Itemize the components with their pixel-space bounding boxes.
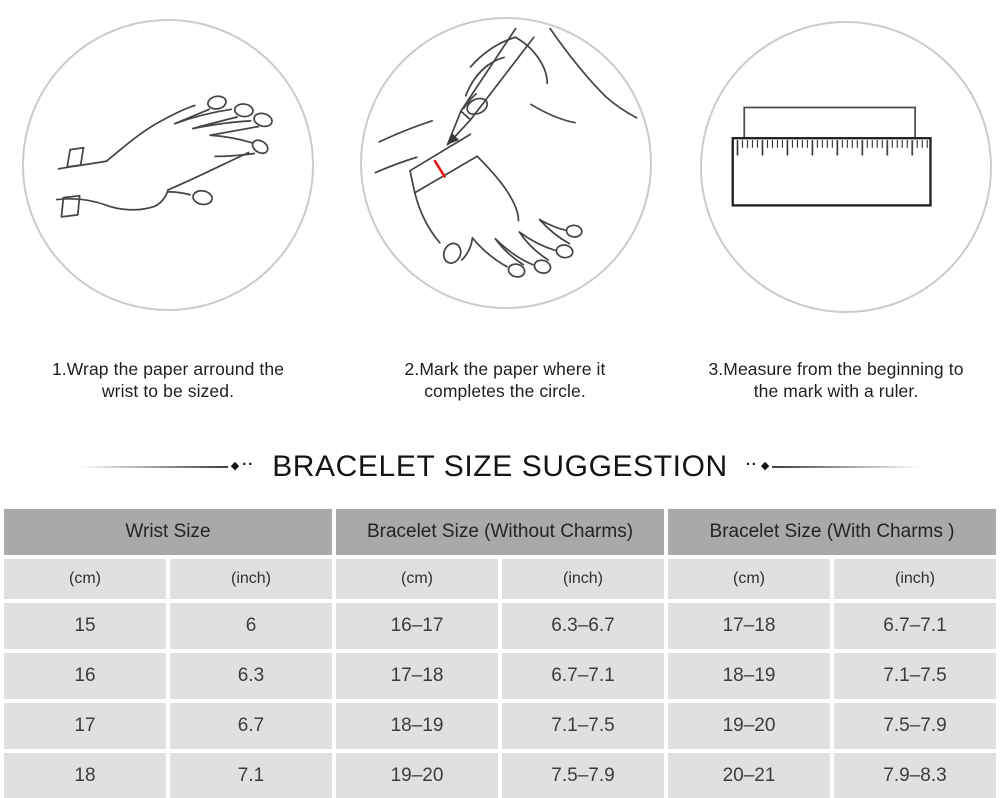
table-cell: 17–18 (336, 653, 498, 699)
unit-header: (cm) (4, 559, 166, 599)
table-cell: 7.5–7.9 (502, 753, 664, 798)
table-cell: 17–18 (668, 603, 830, 649)
ornament-dots: ·· (242, 455, 255, 473)
table-cell: 6.7–7.1 (834, 603, 996, 649)
table-cell: 16 (4, 653, 166, 699)
table-cell: 7.9–8.3 (834, 753, 996, 798)
table-group-header-row: Wrist Size Bracelet Size (Without Charms… (4, 509, 996, 555)
bracelet-size-table: Wrist Size Bracelet Size (Without Charms… (0, 505, 1000, 798)
diamond-icon: ◆ (230, 459, 240, 472)
table-cell: 7.1 (170, 753, 332, 798)
table-cell: 6.3–6.7 (502, 603, 664, 649)
step-2-caption: 2.Mark the paper where it completes the … (404, 358, 606, 401)
pen-marking-wrist-icon (374, 27, 638, 278)
col-group-with-charms: Bracelet Size (With Charms ) (668, 509, 996, 555)
step-1-caption: 1.Wrap the paper arround the wrist to be… (51, 358, 285, 401)
table-row: 15 6 16–17 6.3–6.7 17–18 6.7–7.1 (4, 603, 996, 649)
table-cell: 18 (4, 753, 166, 798)
unit-header: (inch) (834, 559, 996, 599)
ornament-line (772, 466, 921, 468)
col-group-wrist-size: Wrist Size (4, 509, 332, 555)
step-1-circle (22, 19, 314, 311)
table-cell: 6.7 (170, 703, 332, 749)
table-cell: 17 (4, 703, 166, 749)
table-cell: 19–20 (336, 753, 498, 798)
page-title: BRACELET SIZE SUGGESTION (272, 450, 728, 483)
table-cell: 7.1–7.5 (502, 703, 664, 749)
table-cell: 15 (4, 603, 166, 649)
ruler-icon (731, 106, 932, 207)
unit-header: (inch) (170, 559, 332, 599)
step-3-caption: 3.Measure from the beginning to the mark… (708, 358, 964, 401)
table-row: 17 6.7 18–19 7.1–7.5 19–20 7.5–7.9 (4, 703, 996, 749)
table-cell: 7.5–7.9 (834, 703, 996, 749)
unit-header: (cm) (668, 559, 830, 599)
step-2-circle (360, 17, 652, 309)
table-row: 16 6.3 17–18 6.7–7.1 18–19 7.1–7.5 (4, 653, 996, 699)
table-cell: 6.7–7.1 (502, 653, 664, 699)
table-cell: 19–20 (668, 703, 830, 749)
table-cell: 6.3 (170, 653, 332, 699)
col-group-without-charms: Bracelet Size (Without Charms) (336, 509, 664, 555)
divider-ornament-left: ◆ ·· (79, 455, 255, 475)
table-cell: 16–17 (336, 603, 498, 649)
unit-header: (cm) (336, 559, 498, 599)
table-cell: 18–19 (668, 653, 830, 699)
hand-with-paper-strip-icon (55, 95, 273, 218)
section-title-row: ◆ ·· BRACELET SIZE SUGGESTION ·· ◆ (0, 443, 1000, 491)
table-row: 18 7.1 19–20 7.5–7.9 20–21 7.9–8.3 (4, 753, 996, 798)
table-cell: 18–19 (336, 703, 498, 749)
ornament-line (79, 466, 228, 468)
unit-header: (inch) (502, 559, 664, 599)
table-cell: 20–21 (668, 753, 830, 798)
table-unit-header-row: (cm) (inch) (cm) (inch) (cm) (inch) (4, 559, 996, 599)
table-cell: 7.1–7.5 (834, 653, 996, 699)
divider-ornament-right: ·· ◆ (745, 455, 921, 475)
step-3-circle (700, 21, 992, 313)
ornament-dots: ·· (745, 455, 758, 473)
table-cell: 6 (170, 603, 332, 649)
diamond-icon: ◆ (760, 459, 770, 472)
